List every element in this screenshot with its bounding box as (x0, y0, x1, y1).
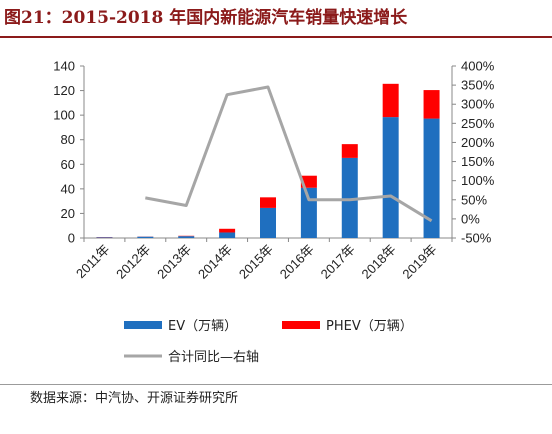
y-right-tick-label: 200% (461, 135, 495, 150)
yoy-line (145, 85, 433, 223)
bar-ev (96, 237, 113, 238)
x-tick-label: 2015年 (236, 242, 276, 282)
chart-bars (96, 83, 440, 238)
bar-ev (341, 157, 358, 238)
bar-ev (300, 187, 317, 238)
y-left-tick-label: 0 (68, 231, 75, 246)
x-tick-label: 2011年 (73, 242, 113, 282)
y-right-tick-label: 400% (461, 59, 495, 74)
chart: 0 20 40 60 80 100 120 140 -50% 0% 50% 100% 150% 200% 2… (53, 59, 495, 366)
y-left-tick-label: 40 (61, 181, 75, 196)
bar-ev (137, 236, 154, 238)
y-right-tick-label: 300% (461, 97, 495, 112)
x-tick-label: 2019年 (399, 242, 439, 282)
y-right-tick-label: 350% (461, 78, 495, 93)
legend-swatch-phev (282, 321, 320, 329)
bar-phev (260, 197, 276, 208)
bar-phev (341, 144, 358, 158)
y-left-tick-label: 60 (61, 157, 75, 172)
x-tick-label: 2018年 (359, 242, 399, 282)
chart-yoy-line (145, 85, 433, 223)
source-note: 数据来源：中汽协、开源证券研究所 (30, 391, 239, 406)
y-left-tick-label: 140 (53, 59, 75, 74)
legend-label-phev: PHEV（万辆） (326, 319, 413, 334)
y-right-tick-label: -50% (461, 231, 492, 246)
y-right-tick-label: 250% (461, 116, 495, 131)
title-divider (0, 36, 552, 38)
x-tick-label: 2017年 (318, 242, 358, 282)
x-tick-label: 2016年 (277, 242, 317, 282)
legend-label-yoy: 合计同比—右轴 (168, 350, 259, 365)
bar-ev (382, 117, 399, 238)
bar-ev (260, 207, 276, 238)
y-right-tick-label: 0% (461, 211, 480, 226)
y-right-tick-label: 150% (461, 154, 495, 169)
bar-phev (423, 90, 440, 119)
x-tick-label: 2012年 (113, 242, 153, 282)
y-right-tick-label: 50% (461, 192, 487, 207)
bar-ev (178, 236, 195, 238)
y-left-tick-label: 100 (53, 108, 75, 123)
bar-ev (219, 232, 236, 238)
bar-phev (382, 83, 399, 118)
x-tick-label: 2013年 (154, 242, 194, 282)
figure-title: 图21：2015-2018 年国内新能源汽车销量快速增长 (4, 8, 408, 28)
x-tick-label: 2014年 (195, 242, 235, 282)
legend-swatch-ev (124, 321, 162, 329)
y-left-tick-label: 80 (61, 132, 75, 147)
bar-ev (423, 118, 440, 238)
chart-legend: EV（万辆） PHEV（万辆） 合计同比—右轴 (124, 319, 413, 365)
y-left-tick-label: 120 (53, 83, 75, 98)
y-left-tick-label: 20 (61, 206, 75, 221)
source-divider (0, 384, 552, 385)
legend-label-ev: EV（万辆） (168, 319, 237, 334)
bar-phev (219, 228, 236, 233)
y-right-tick-label: 100% (461, 173, 495, 188)
